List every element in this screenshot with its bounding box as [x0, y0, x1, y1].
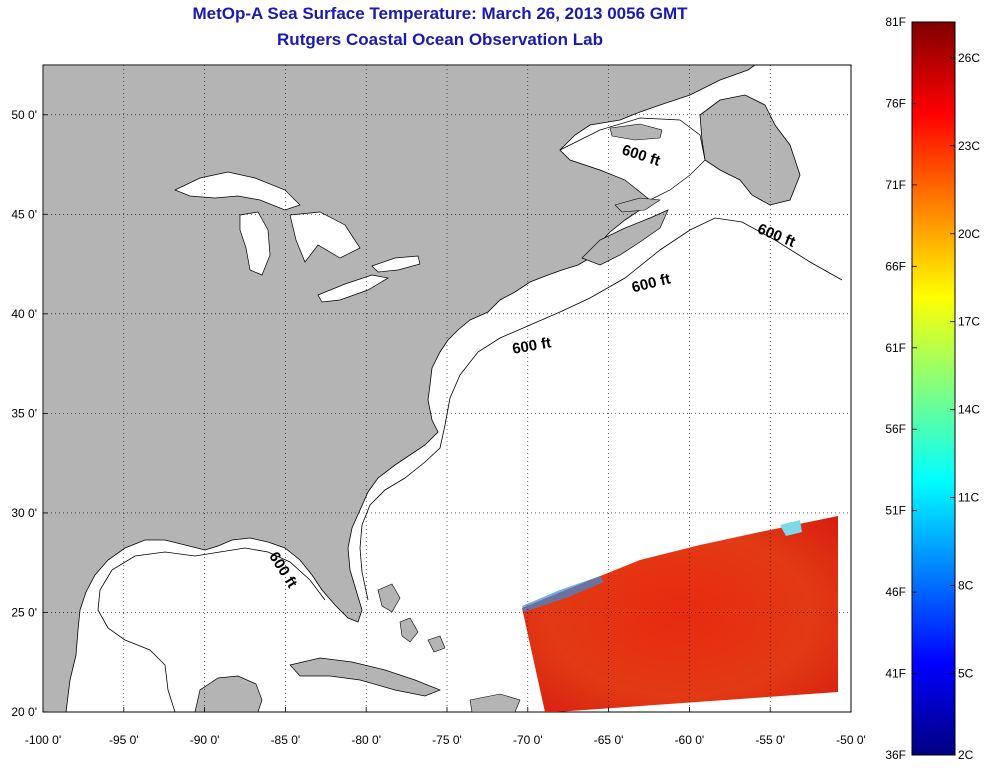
- yucatan: [194, 675, 263, 712]
- colorbar-label-f: 66F: [885, 259, 906, 273]
- lake-michigan: [239, 211, 271, 276]
- colorbar-label-c: 26C: [958, 51, 980, 65]
- lake-erie: [317, 274, 389, 303]
- map-subtitle: Rutgers Coastal Ocean Observation Lab: [277, 30, 603, 49]
- x-tick-label: -75 0': [432, 733, 462, 747]
- prince-edward-island: [614, 197, 661, 213]
- gridlines: [43, 65, 851, 712]
- x-tick-label: -50 0': [836, 733, 866, 747]
- colorbar: [911, 21, 956, 756]
- colorbar-label-c: 8C: [958, 579, 974, 593]
- x-tick-label: -85 0': [271, 733, 301, 747]
- lake-superior: [174, 171, 301, 211]
- bahamas: [377, 583, 446, 653]
- x-tick-label: -90 0': [190, 733, 220, 747]
- colorbar-label-c: 2C: [958, 748, 974, 762]
- y-tick-label: 45 0': [11, 207, 37, 221]
- x-axis-ticks: -100 0' -95 0' -90 0' -85 0' -80 0' -75 0' -70…: [25, 707, 866, 747]
- x-tick-label: -100 0': [25, 733, 61, 747]
- colorbar-label-c: 14C: [958, 403, 980, 417]
- colorbar-label-f: 41F: [885, 667, 906, 681]
- colorbar-label-c: 17C: [958, 315, 980, 329]
- y-tick-label: 25 0': [11, 605, 37, 619]
- colorbar-label-f: 76F: [885, 96, 906, 110]
- y-tick-label: 40 0': [11, 307, 37, 321]
- x-tick-label: -70 0': [513, 733, 543, 747]
- colorbar-label-f: 71F: [885, 178, 906, 192]
- colorbar-label-f: 61F: [885, 341, 906, 355]
- y-tick-label: 50 0': [11, 108, 37, 122]
- isobath-600ft-gulf: [97, 547, 326, 712]
- lake-huron: [289, 211, 361, 263]
- gulf-st-lawrence: [559, 117, 706, 201]
- x-tick-label: -65 0': [594, 733, 624, 747]
- isobath-600ft-east: [359, 217, 843, 601]
- map-title: MetOp-A Sea Surface Temperature: March 2…: [192, 4, 688, 23]
- x-tick-label: -80 0': [351, 733, 381, 747]
- x-tick-label: -95 0': [109, 733, 139, 747]
- sst-swath-cool-edge: [522, 576, 604, 612]
- cuba: [289, 657, 441, 697]
- colorbar-label-f: 46F: [885, 585, 906, 599]
- colorbar-label-c: 5C: [958, 667, 974, 681]
- isobath-label-mid-atlantic: 600 ft: [511, 334, 553, 358]
- nova-scotia: [581, 209, 669, 266]
- anticosti-island: [609, 123, 663, 141]
- lake-ontario: [371, 255, 421, 273]
- x-tick-label: -60 0': [675, 733, 705, 747]
- colorbar-label-c: 20C: [958, 227, 980, 241]
- colorbar-label-c: 23C: [958, 139, 980, 153]
- y-tick-label: 20 0': [11, 705, 37, 719]
- y-axis-ticks: 20 0' 25 0' 30 0' 35 0' 40 0' 45 0' 50 0': [11, 108, 48, 719]
- y-tick-label: 30 0': [11, 506, 37, 520]
- colorbar-fahrenheit-labels: 81F 76F 71F 66F 61F 56F 51F 46F 41F 36F: [885, 15, 917, 762]
- sst-swath: [522, 516, 838, 712]
- colorbar-label-c: 11C: [958, 491, 979, 505]
- x-tick-label: -55 0': [755, 733, 785, 747]
- y-tick-label: 35 0': [11, 406, 37, 420]
- colorbar-label-f: 51F: [885, 504, 906, 518]
- newfoundland: [699, 94, 801, 206]
- sst-swath-cold-patch: [780, 520, 802, 536]
- colorbar-label-f: 56F: [885, 422, 906, 436]
- colorbar-label-f: 36F: [885, 748, 906, 762]
- colorbar-label-f: 81F: [885, 15, 906, 29]
- hispaniola: [469, 693, 521, 712]
- colorbar-celsius-labels: 26C 23C 20C 17C 14C 11C 8C 5C 2C: [950, 51, 980, 762]
